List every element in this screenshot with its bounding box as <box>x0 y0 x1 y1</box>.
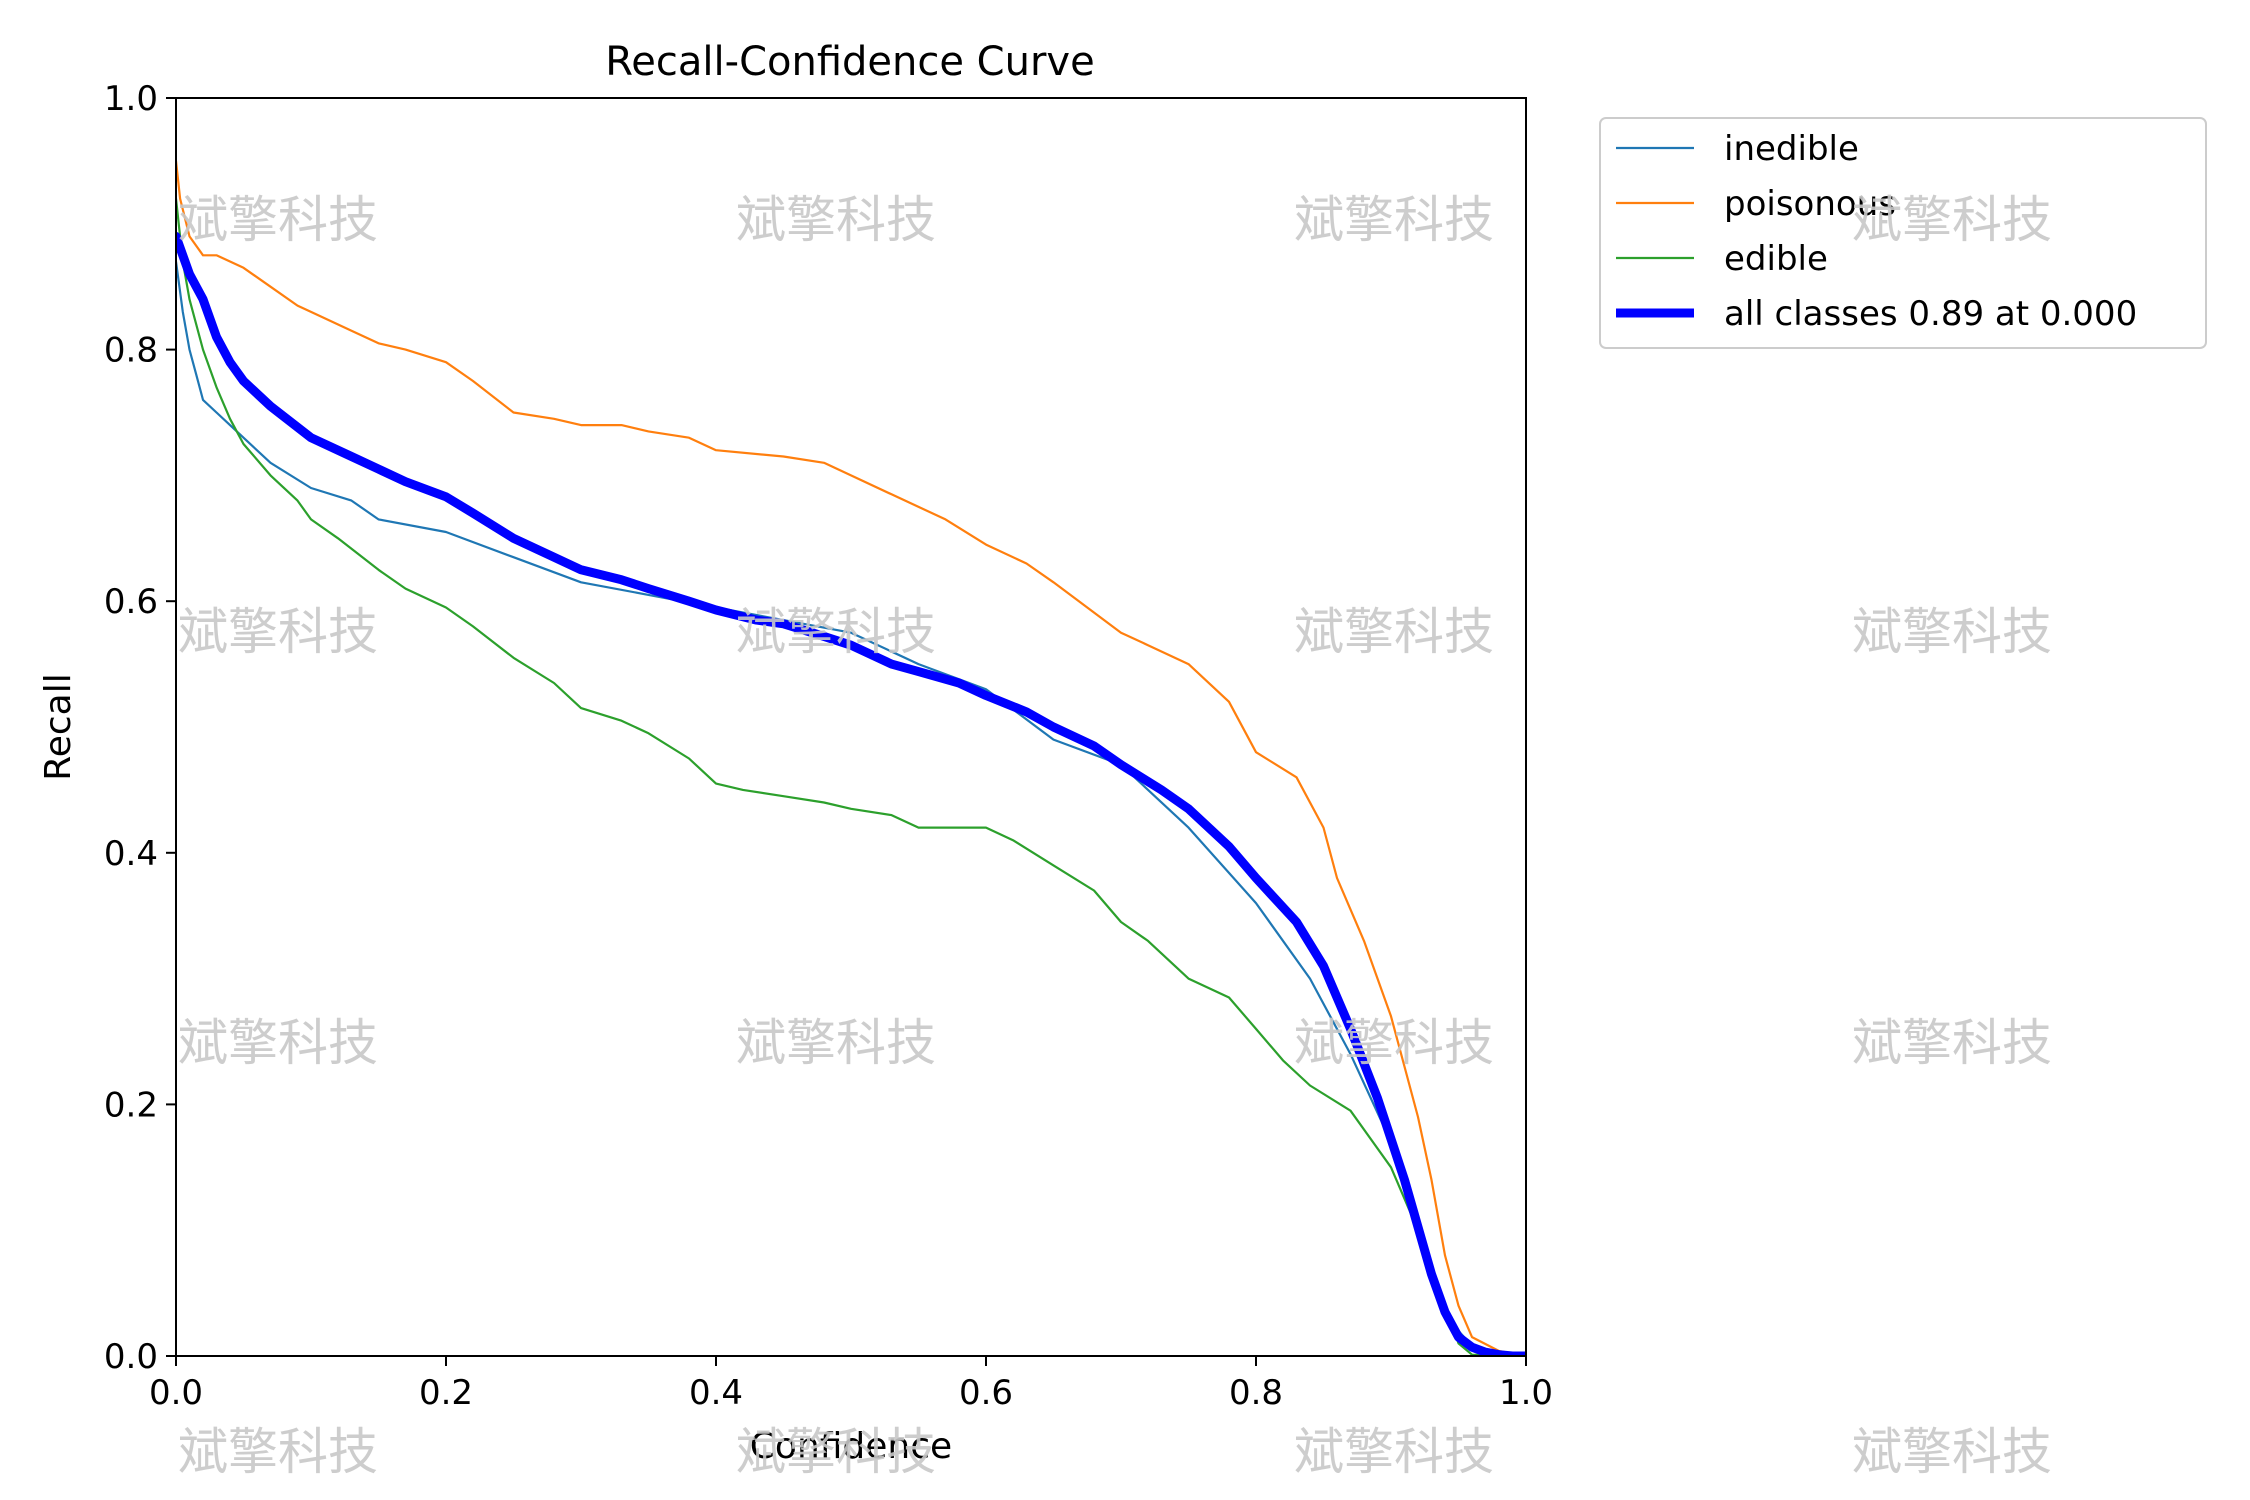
series-line-edible <box>176 197 1526 1356</box>
x-axis-label: Confidence <box>750 1426 952 1467</box>
watermark-text: 斌擎科技 <box>736 1014 936 1072</box>
x-tick-label: 0.4 <box>689 1373 743 1413</box>
x-tick-label: 1.0 <box>1499 1373 1553 1413</box>
watermark-text: 斌擎科技 <box>178 191 378 249</box>
plot-frame <box>175 97 1527 1357</box>
x-tick-label: 0.0 <box>149 1373 203 1413</box>
x-tick-label: 0.6 <box>959 1373 1013 1413</box>
y-tick-label: 1.0 <box>104 79 158 119</box>
legend-label: all classes 0.89 at 0.000 <box>1724 294 2137 334</box>
y-axis-label: Recall <box>38 673 79 780</box>
y-tick-label: 0.8 <box>104 331 158 371</box>
watermark-text: 斌擎科技 <box>1294 1014 1494 1072</box>
legend-frame <box>1599 117 2207 349</box>
x-tick-label: 0.8 <box>1229 1373 1283 1413</box>
watermark-text: 斌擎科技 <box>1294 603 1494 661</box>
watermark-text: 斌擎科技 <box>736 191 936 249</box>
series-line-poisonous <box>176 159 1526 1356</box>
y-tick-label: 0.0 <box>104 1337 158 1377</box>
watermark-text: 斌擎科技 <box>178 1423 378 1481</box>
legend-label: poisonous <box>1724 184 1896 224</box>
watermark-text: 斌擎科技 <box>736 1423 936 1481</box>
watermark-text: 斌擎科技 <box>1294 191 1494 249</box>
legend: inedible poisonous edible all classes 0.89 … <box>1599 117 2207 349</box>
y-tick-label: 0.4 <box>104 834 158 874</box>
watermark-text: 斌擎科技 <box>1294 1423 1494 1481</box>
y-tick-label: 0.6 <box>104 582 158 622</box>
legend-label: inedible <box>1724 129 1859 169</box>
series-layer <box>176 159 1526 1356</box>
x-tick-label: 0.2 <box>419 1373 473 1413</box>
legend-label: edible <box>1724 239 1828 279</box>
y-axis-ticks: 0.0 0.2 0.4 0.6 0.8 1.0 <box>104 79 176 1377</box>
watermark-text: 斌擎科技 <box>178 603 378 661</box>
watermark-text: 斌擎科技 <box>1852 603 2052 661</box>
watermark-text: 斌擎科技 <box>1852 191 2052 249</box>
watermark-text: 斌擎科技 <box>178 1014 378 1072</box>
chart-title: Recall-Confidence Curve <box>605 39 1094 85</box>
watermark-text: 斌擎科技 <box>1852 1423 2052 1481</box>
y-tick-label: 0.2 <box>104 1085 158 1125</box>
series-line-all-classes <box>176 231 1526 1356</box>
watermark-text: 斌擎科技 <box>1852 1014 2052 1072</box>
x-axis-ticks: 0.0 0.2 0.4 0.6 0.8 1.0 <box>149 1356 1553 1413</box>
watermark-text: 斌擎科技 <box>736 603 936 661</box>
